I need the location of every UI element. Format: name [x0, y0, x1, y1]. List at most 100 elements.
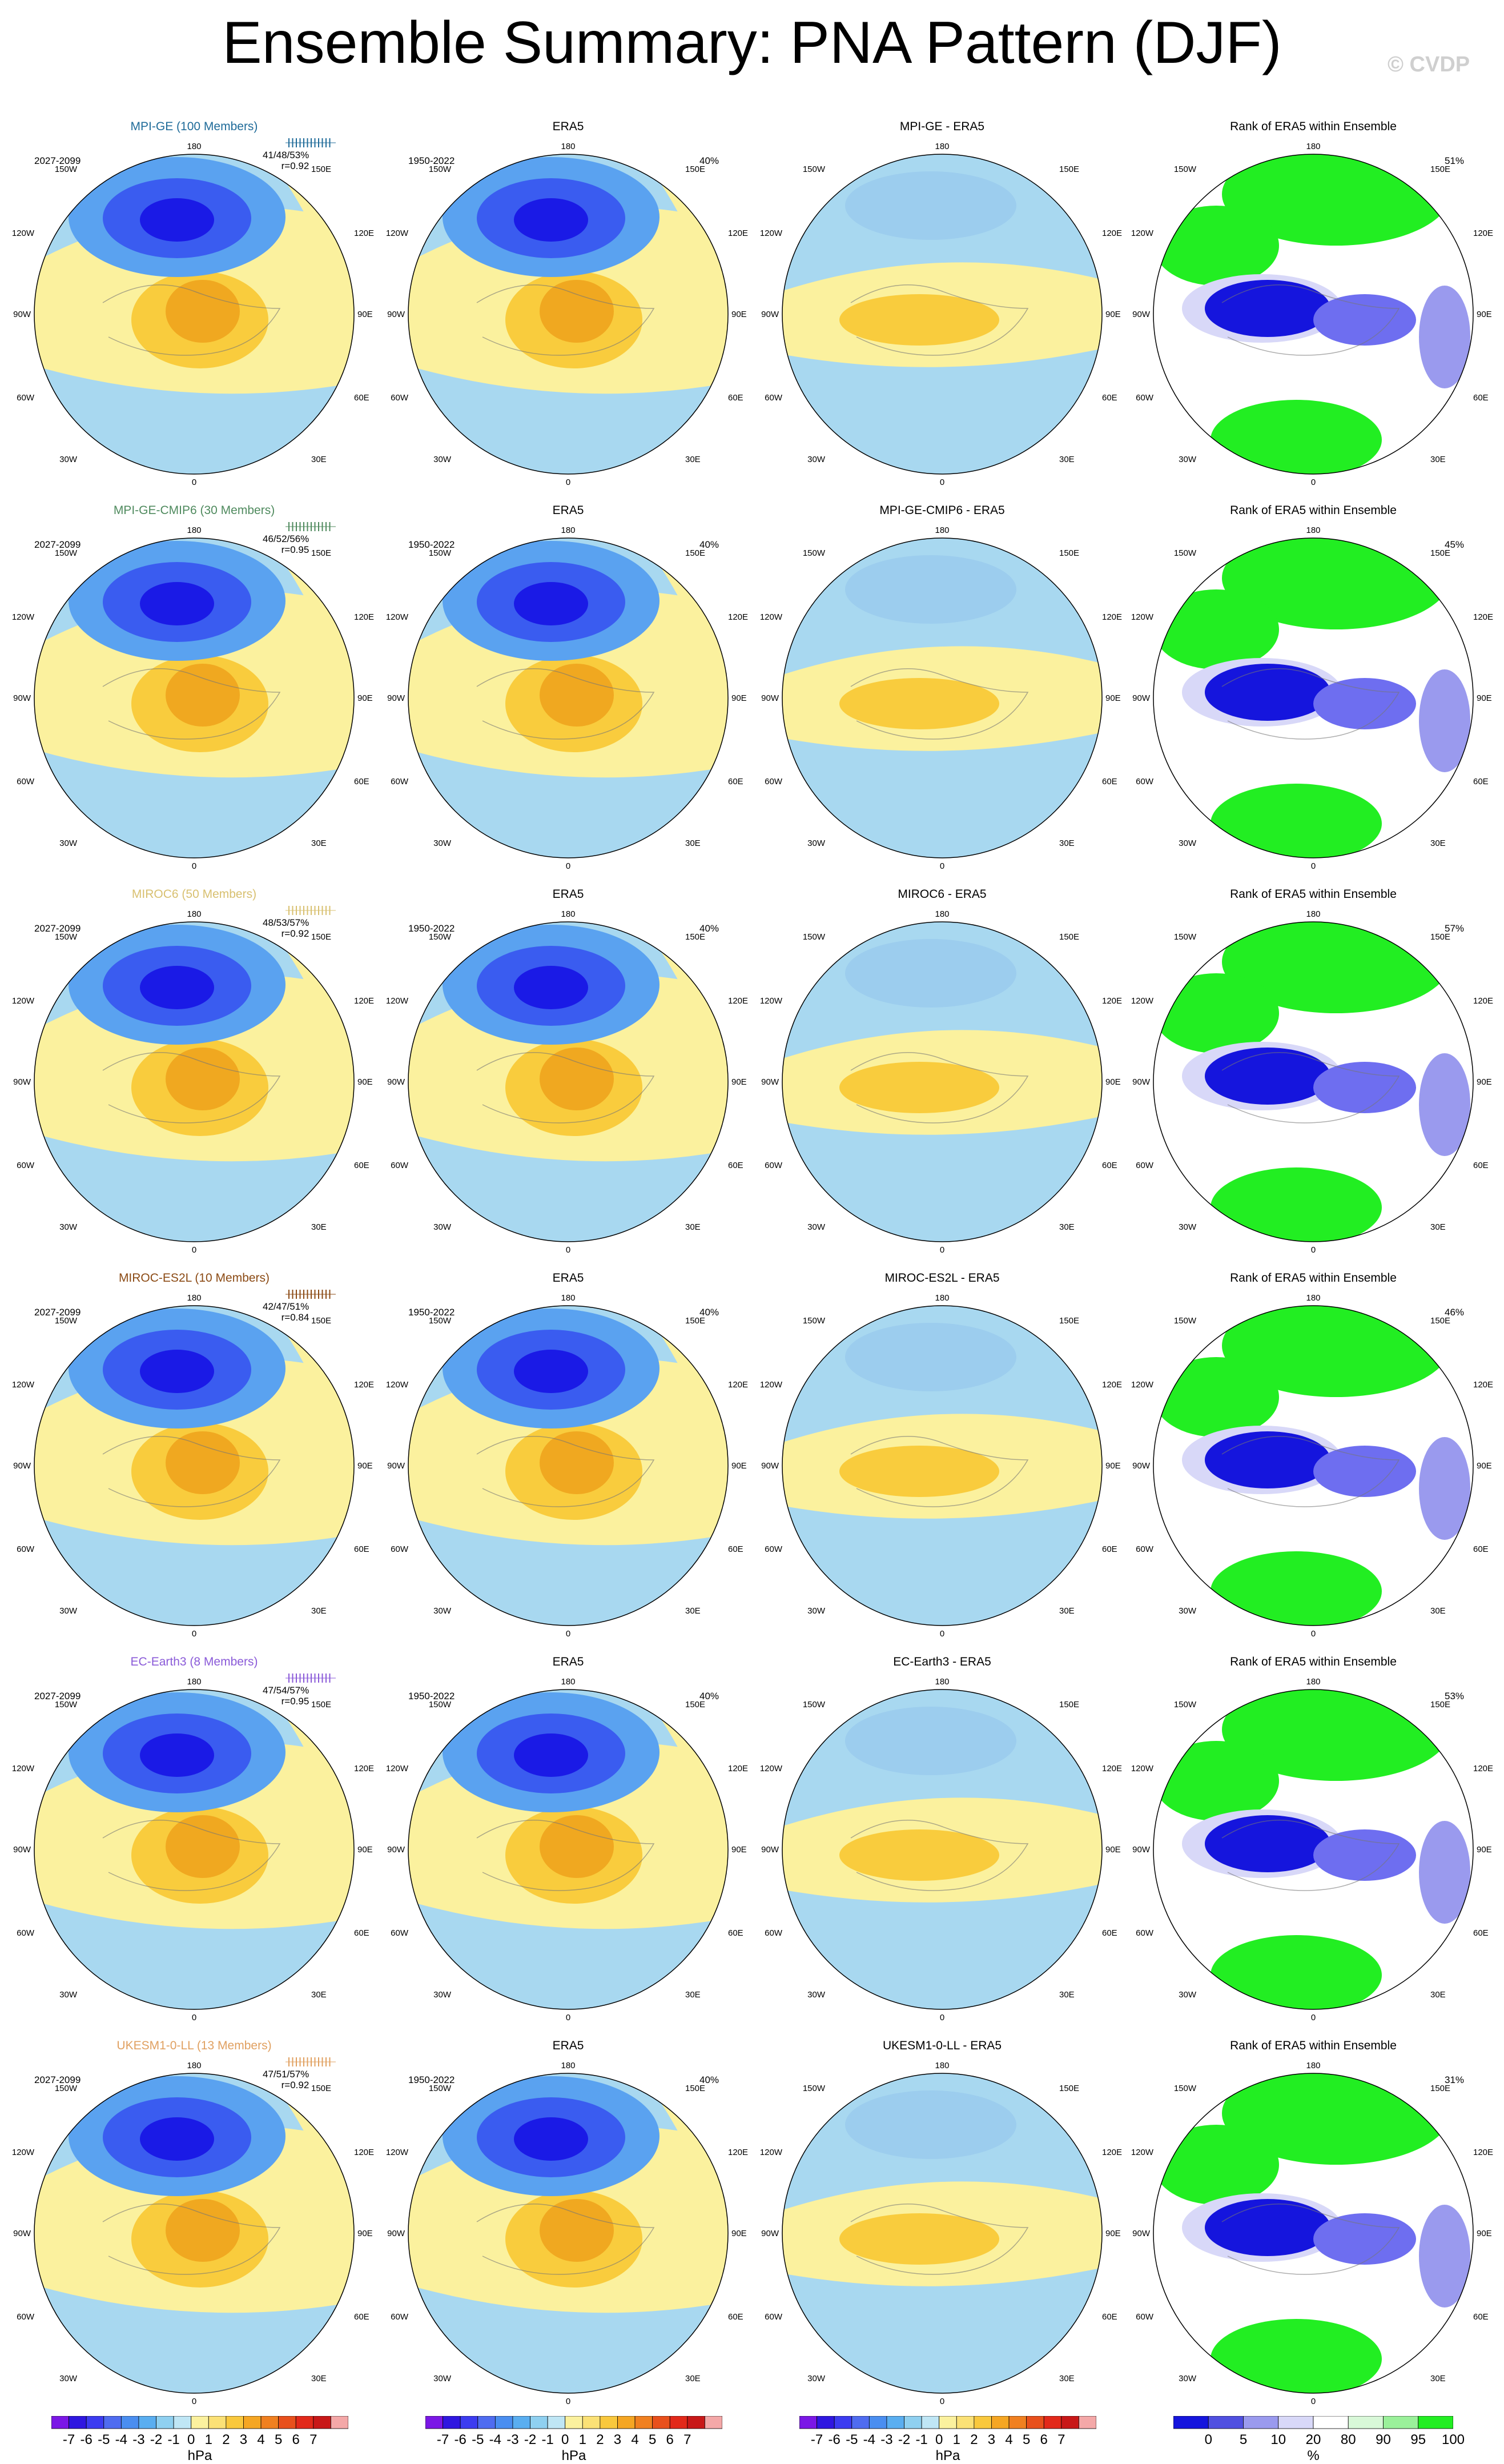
lon-label-bottom: 0	[565, 2397, 571, 2406]
lon-label-right-upper: 150E	[1059, 548, 1080, 558]
lon-label-left-lower: 30W	[59, 838, 77, 848]
rank-high-region	[1211, 784, 1382, 858]
lon-label-left-upper: 150W	[54, 1700, 77, 1709]
lon-label-left-lower: 30W	[807, 1606, 825, 1616]
lon-label-bottom: 0	[1310, 1245, 1316, 1255]
lon-label-right-mid: 90E	[731, 1077, 747, 1087]
lon-label-right-lower: 30E	[311, 1222, 327, 1232]
lon-label-left-lower: 30W	[433, 455, 451, 464]
rank-percent: 31%	[1445, 2074, 1465, 2085]
lon-label-left-mid: 90W	[761, 1845, 779, 1855]
lon-label-top: 180	[561, 1677, 576, 1687]
positive-core	[540, 280, 614, 343]
colorbar-hpa-3-tick: 0	[935, 2432, 943, 2447]
rank-map	[1153, 2073, 1474, 2394]
colorbar-hpa-2-tick: -7	[436, 2432, 449, 2447]
rank-panel-title: Rank of ERA5 within Ensemble	[1230, 504, 1397, 517]
rank-low-region	[1313, 1062, 1416, 1113]
map-boundary	[408, 154, 729, 475]
colorbar-hpa-2-swatch	[652, 2416, 670, 2429]
rank-panel-title: Rank of ERA5 within Ensemble	[1230, 1271, 1397, 1285]
colorbar-rank	[1173, 2416, 1453, 2429]
lon-label-left-mid-lower: 60W	[1136, 1161, 1153, 1170]
obs-percent: 40%	[699, 2074, 719, 2085]
colorbar-hpa-2-swatch	[687, 2416, 705, 2429]
negative-core	[514, 1350, 588, 1393]
lon-label-left-lower: 30W	[1179, 838, 1196, 848]
colorbar-hpa-2-tick: -2	[524, 2432, 537, 2447]
diff-panel-title: EC-Earth3 - ERA5	[893, 1655, 991, 1668]
colorbar-hpa-3-tick: -6	[828, 2432, 841, 2447]
lon-label-left-upper: 150W	[802, 2084, 825, 2093]
positive-center	[839, 294, 999, 346]
obs-map	[408, 154, 729, 475]
lon-label-right-lower: 30E	[685, 1606, 701, 1616]
colorbar-hpa-1-swatch	[295, 2416, 314, 2429]
lon-label-left-lower: 30W	[1179, 455, 1196, 464]
obs-percent: 40%	[699, 1691, 719, 1701]
positive-center	[839, 2213, 999, 2265]
lon-label-right-mid-lower: 60E	[1102, 1161, 1117, 1170]
lon-label-top: 180	[561, 909, 576, 919]
lon-label-right-lower: 30E	[1059, 1990, 1075, 2000]
lon-label-left-lower: 30W	[59, 455, 77, 464]
model-panel-title: MIROC-ES2L (10 Members)	[118, 1271, 270, 1285]
lon-label-right-lower: 30E	[1430, 838, 1446, 848]
lon-label-left-mid-lower: 60W	[17, 2312, 34, 2322]
lon-label-left-mid: 90W	[13, 1845, 31, 1855]
lon-label-bottom: 0	[1310, 2397, 1316, 2406]
lon-label-right-mid: 90E	[1105, 1845, 1121, 1855]
lon-label-left-lower: 30W	[1179, 1990, 1196, 2000]
lon-label-right-mid: 90E	[357, 1845, 373, 1855]
rank-map	[1153, 1305, 1474, 1626]
lon-label-right-lower: 30E	[685, 1222, 701, 1232]
colorbar-rank-tick: 0	[1204, 2432, 1212, 2447]
colorbar-hpa-2-swatch	[494, 2416, 513, 2429]
rank-high-region	[1211, 2319, 1382, 2393]
lon-label-right-mid: 90E	[1477, 310, 1492, 319]
map-boundary	[1153, 154, 1474, 475]
lon-label-right-mid-upper: 120E	[1102, 2148, 1123, 2157]
lon-label-right-mid-lower: 60E	[728, 777, 743, 786]
ensemble-spread-ticks	[285, 138, 336, 147]
coastline	[476, 668, 655, 740]
lon-label-left-upper: 150W	[802, 548, 825, 558]
lon-label-left-mid-lower: 60W	[1136, 2312, 1153, 2322]
lon-label-right-mid: 90E	[1477, 1461, 1492, 1471]
coastline	[1221, 284, 1400, 356]
lon-label-left-mid: 90W	[761, 310, 779, 319]
rank-percent: 53%	[1445, 1691, 1465, 1701]
lon-label-left-mid-lower: 60W	[765, 1928, 782, 1938]
obs-map	[408, 537, 729, 858]
colorbar-hpa-1-tick: 2	[222, 2432, 230, 2447]
colorbar-hpa-2-tick: -4	[489, 2432, 502, 2447]
lon-label-left-mid: 90W	[13, 310, 31, 319]
lon-label-right-upper: 150E	[685, 2084, 706, 2093]
model-pattern-correlation: r=0.95	[281, 544, 309, 555]
lon-label-bottom: 0	[1310, 2013, 1316, 2022]
lon-label-bottom: 0	[939, 477, 945, 487]
colorbar-hpa-1-tick: -4	[115, 2432, 128, 2447]
lon-label-left-mid-lower: 60W	[391, 1544, 408, 1554]
lon-label-right-upper: 150E	[1059, 2084, 1080, 2093]
lon-label-right-upper: 150E	[1430, 1316, 1451, 1326]
lon-label-left-upper: 150W	[54, 548, 77, 558]
colorbar-hpa-1-swatch	[120, 2416, 139, 2429]
lon-label-left-mid-lower: 60W	[1136, 777, 1153, 786]
colorbar-hpa-2-swatch	[705, 2416, 722, 2429]
negative-core	[514, 1733, 588, 1777]
colorbar-rank-swatch	[1208, 2416, 1244, 2429]
model-map	[34, 2073, 355, 2394]
lon-label-right-lower: 30E	[1059, 1606, 1075, 1616]
lon-label-left-mid-upper: 120W	[385, 996, 408, 1006]
lon-label-left-upper: 150W	[428, 548, 451, 558]
lon-label-top: 180	[187, 142, 202, 151]
coastline	[102, 1436, 281, 1507]
lon-label-left-mid-upper: 120W	[11, 612, 34, 622]
lon-label-right-mid: 90E	[1105, 1461, 1121, 1471]
positive-core	[540, 1048, 614, 1110]
lon-label-top: 180	[187, 1677, 202, 1687]
model-pattern-correlation: r=0.92	[281, 160, 309, 171]
model-percentile-stats: 41/48/53%	[263, 150, 309, 160]
colorbar-hpa-3-tick: -7	[810, 2432, 823, 2447]
